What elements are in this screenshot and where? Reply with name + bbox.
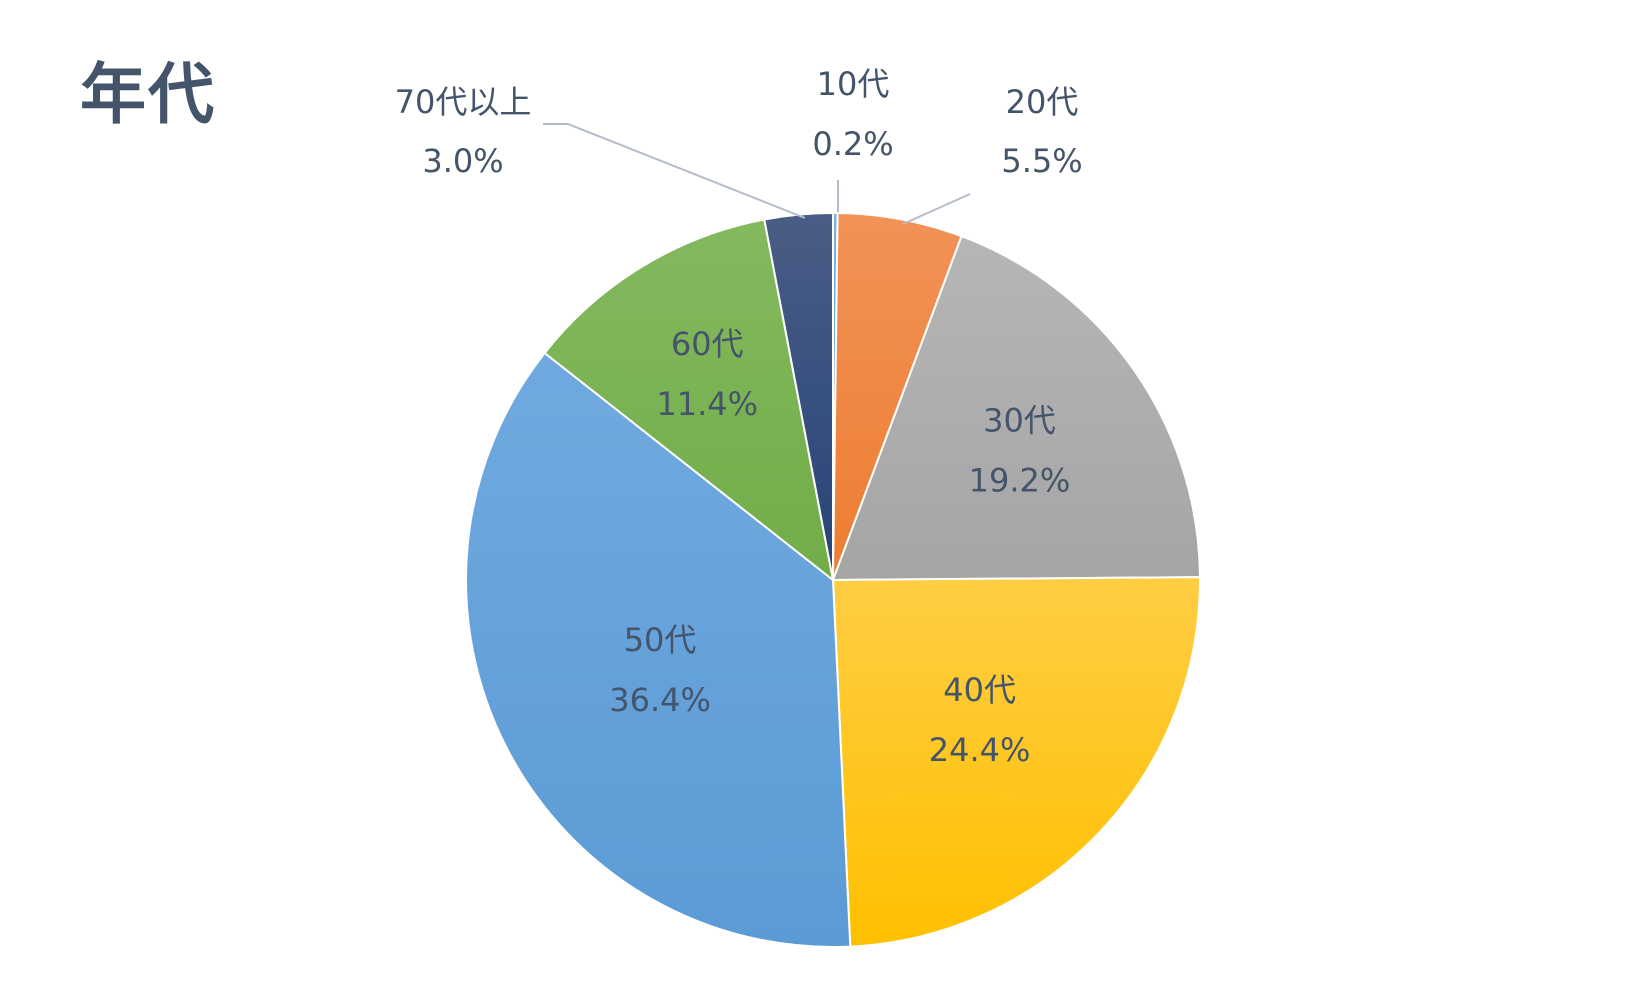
pie-slice-4 (831, 576, 1201, 948)
slice-category-label: 70代以上 (395, 83, 532, 121)
slice-percent-label: 3.0% (422, 142, 503, 180)
pie-slice-6 (543, 218, 835, 583)
slice-percent-label: 24.4% (929, 731, 1031, 769)
slice-category-label: 50代 (624, 621, 697, 659)
leader-lines (543, 123, 971, 225)
slice-category-label: 30代 (983, 402, 1056, 440)
pie-slice-3 (831, 234, 1201, 582)
leader-line-2 (902, 193, 971, 225)
slice-percent-label: 11.4% (656, 385, 758, 423)
slice-labels: 10代 0.2% 20代 5.5% 30代 19.2% 40代 24.4% 50代 36.4% 60… (395, 65, 1083, 769)
leader-line-7 (543, 123, 806, 219)
slice-category-label: 60代 (671, 325, 744, 363)
slice-category-label: 10代 (817, 65, 890, 103)
slice-percent-label: 19.2% (969, 462, 1071, 500)
pie-slices (465, 211, 1201, 948)
slice-percent-label: 36.4% (609, 681, 711, 719)
pie-slice-5 (465, 351, 852, 948)
slice-percent-label: 0.2% (812, 125, 893, 163)
chart-title: 年代 (80, 56, 216, 133)
slice-category-label: 20代 (1006, 83, 1079, 121)
slice-percent-label: 5.5% (1001, 142, 1082, 180)
slice-category-label: 40代 (943, 671, 1016, 709)
